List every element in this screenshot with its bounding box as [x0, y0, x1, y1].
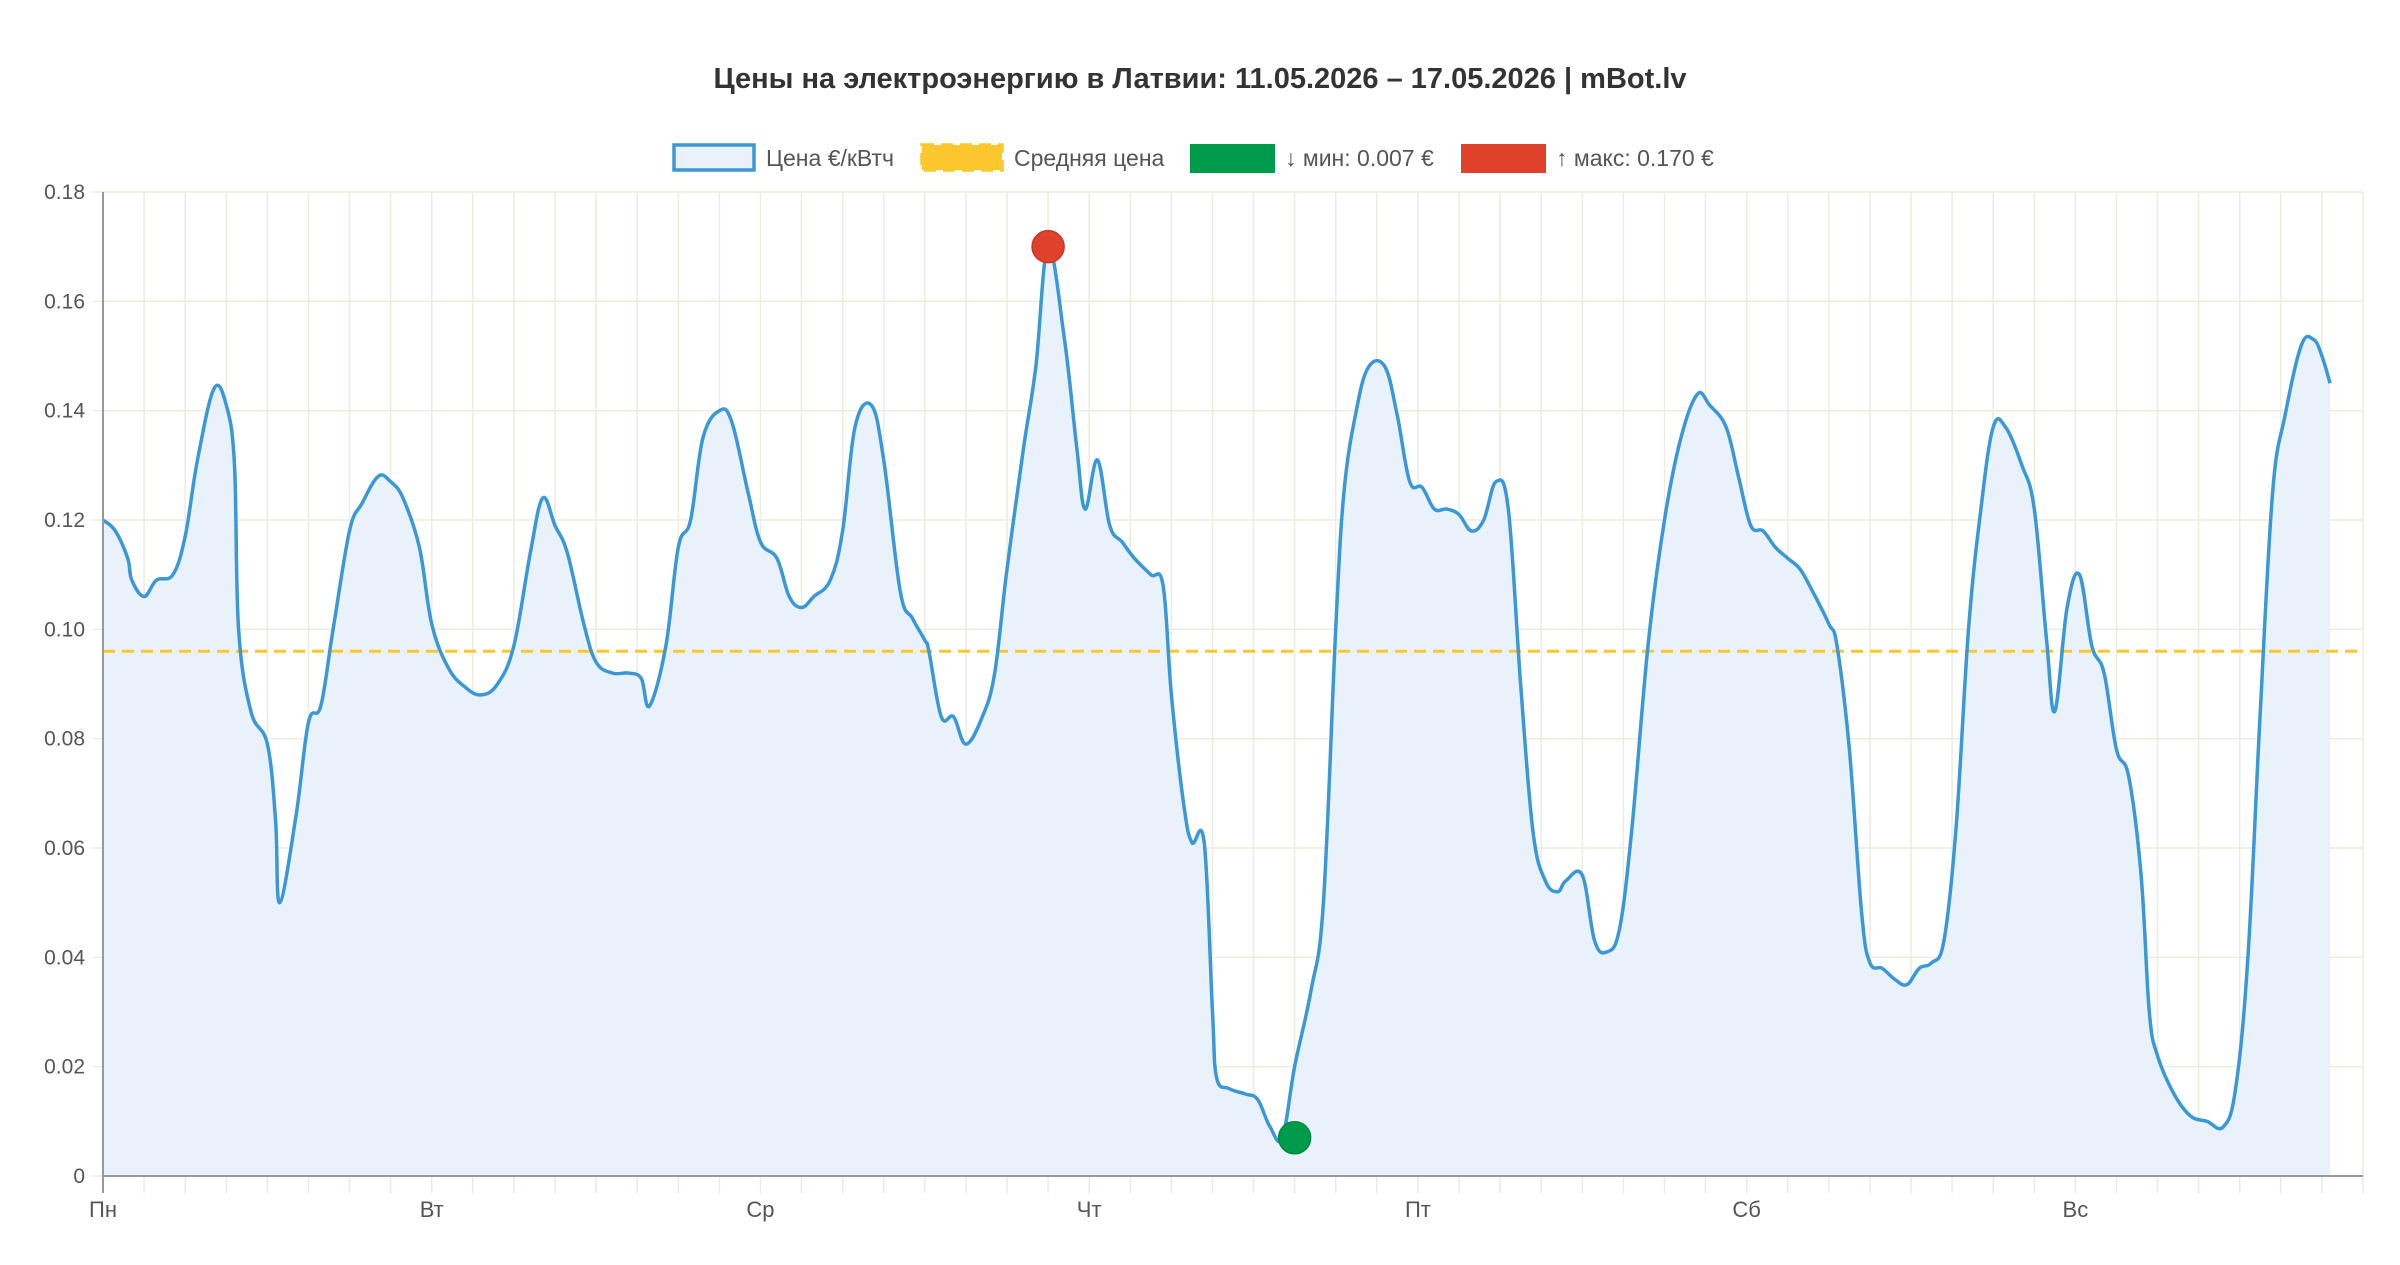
price-area-fill	[103, 246, 2331, 1177]
legend-label: ↓ мин: 0.007 €	[1285, 145, 1434, 171]
y-tick-label: 0.18	[44, 181, 85, 204]
price-line-layer	[101, 244, 2332, 1144]
legend-swatch-min	[1190, 144, 1275, 173]
y-tick-label: 0.12	[44, 509, 85, 532]
y-tick-label: 0.06	[44, 837, 85, 860]
x-tick-label: Сб	[1732, 1197, 1761, 1222]
y-tick-label: 0.02	[44, 1056, 85, 1079]
y-tick-label: 0.16	[44, 290, 85, 313]
x-tick-label: Чт	[1077, 1197, 1102, 1222]
y-tick-label: 0.10	[44, 618, 85, 641]
min-price-point	[1277, 1120, 1312, 1155]
price-area	[103, 246, 2331, 1177]
y-tick-label: 0.14	[44, 400, 85, 423]
legend-label: Средняя цена	[1014, 145, 1165, 171]
legend-label: Цена €/кВтч	[766, 145, 894, 171]
legend-label: ↑ макс: 0.170 €	[1556, 145, 1714, 171]
legend-item: ↓ мин: 0.007 €	[1190, 144, 1434, 173]
axes: 0 0.02 0.04 0.06 0.08 0.10 0.12 0.14 0.16 0.18 Пн В…	[44, 181, 2363, 1222]
y-tick-label: 0.04	[44, 946, 85, 969]
max-price-point	[1031, 229, 1065, 264]
x-tick-label: Пт	[1405, 1197, 1431, 1222]
y-tick-label: 0	[73, 1165, 85, 1188]
legend-item: ↑ макс: 0.170 €	[1461, 144, 1714, 173]
legend-item: Цена €/кВтч	[672, 143, 894, 172]
extreme-points	[1031, 229, 1312, 1155]
legend-swatch-max	[1461, 144, 1546, 173]
legend-swatch-price	[672, 143, 756, 172]
legend: Цена €/кВтч Средняя цена ↓ мин: 0.007 € ↑ м…	[672, 143, 1714, 173]
x-tick-label: Вт	[420, 1197, 444, 1222]
chart-title: Цены на электроэнергию в Латвии: 11.05.2…	[713, 63, 1686, 95]
y-tick-label: 0.08	[44, 728, 85, 751]
x-tick-label: Вс	[2063, 1197, 2089, 1222]
legend-item: Средняя цена	[920, 143, 1165, 172]
x-tick-label: Ср	[746, 1197, 774, 1222]
x-tick-label: Пн	[89, 1197, 117, 1222]
price-line	[101, 244, 2332, 1144]
legend-swatch-average	[920, 143, 1004, 172]
